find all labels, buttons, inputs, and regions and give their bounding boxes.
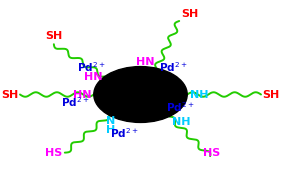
Text: Pd$^{2+}$: Pd$^{2+}$ xyxy=(77,61,106,74)
Text: HN: HN xyxy=(135,57,154,67)
Text: Pd$^{2+}$: Pd$^{2+}$ xyxy=(61,95,90,109)
Text: N
H: N H xyxy=(106,116,115,135)
Text: SH: SH xyxy=(45,31,62,41)
Text: SH: SH xyxy=(262,90,280,99)
Text: Pd$^{2+}$: Pd$^{2+}$ xyxy=(110,126,139,139)
Ellipse shape xyxy=(94,67,187,122)
Text: Pd$^{2+}$: Pd$^{2+}$ xyxy=(159,61,188,74)
Text: SH: SH xyxy=(1,90,19,99)
Text: HS: HS xyxy=(45,148,62,158)
Text: SH: SH xyxy=(182,9,199,19)
Text: HN: HN xyxy=(73,90,91,99)
Text: HS: HS xyxy=(203,148,220,158)
Text: NH: NH xyxy=(190,90,208,99)
Text: Pd$^{2+}$: Pd$^{2+}$ xyxy=(166,101,194,114)
Text: NH: NH xyxy=(172,117,190,127)
Text: HN: HN xyxy=(84,72,102,81)
